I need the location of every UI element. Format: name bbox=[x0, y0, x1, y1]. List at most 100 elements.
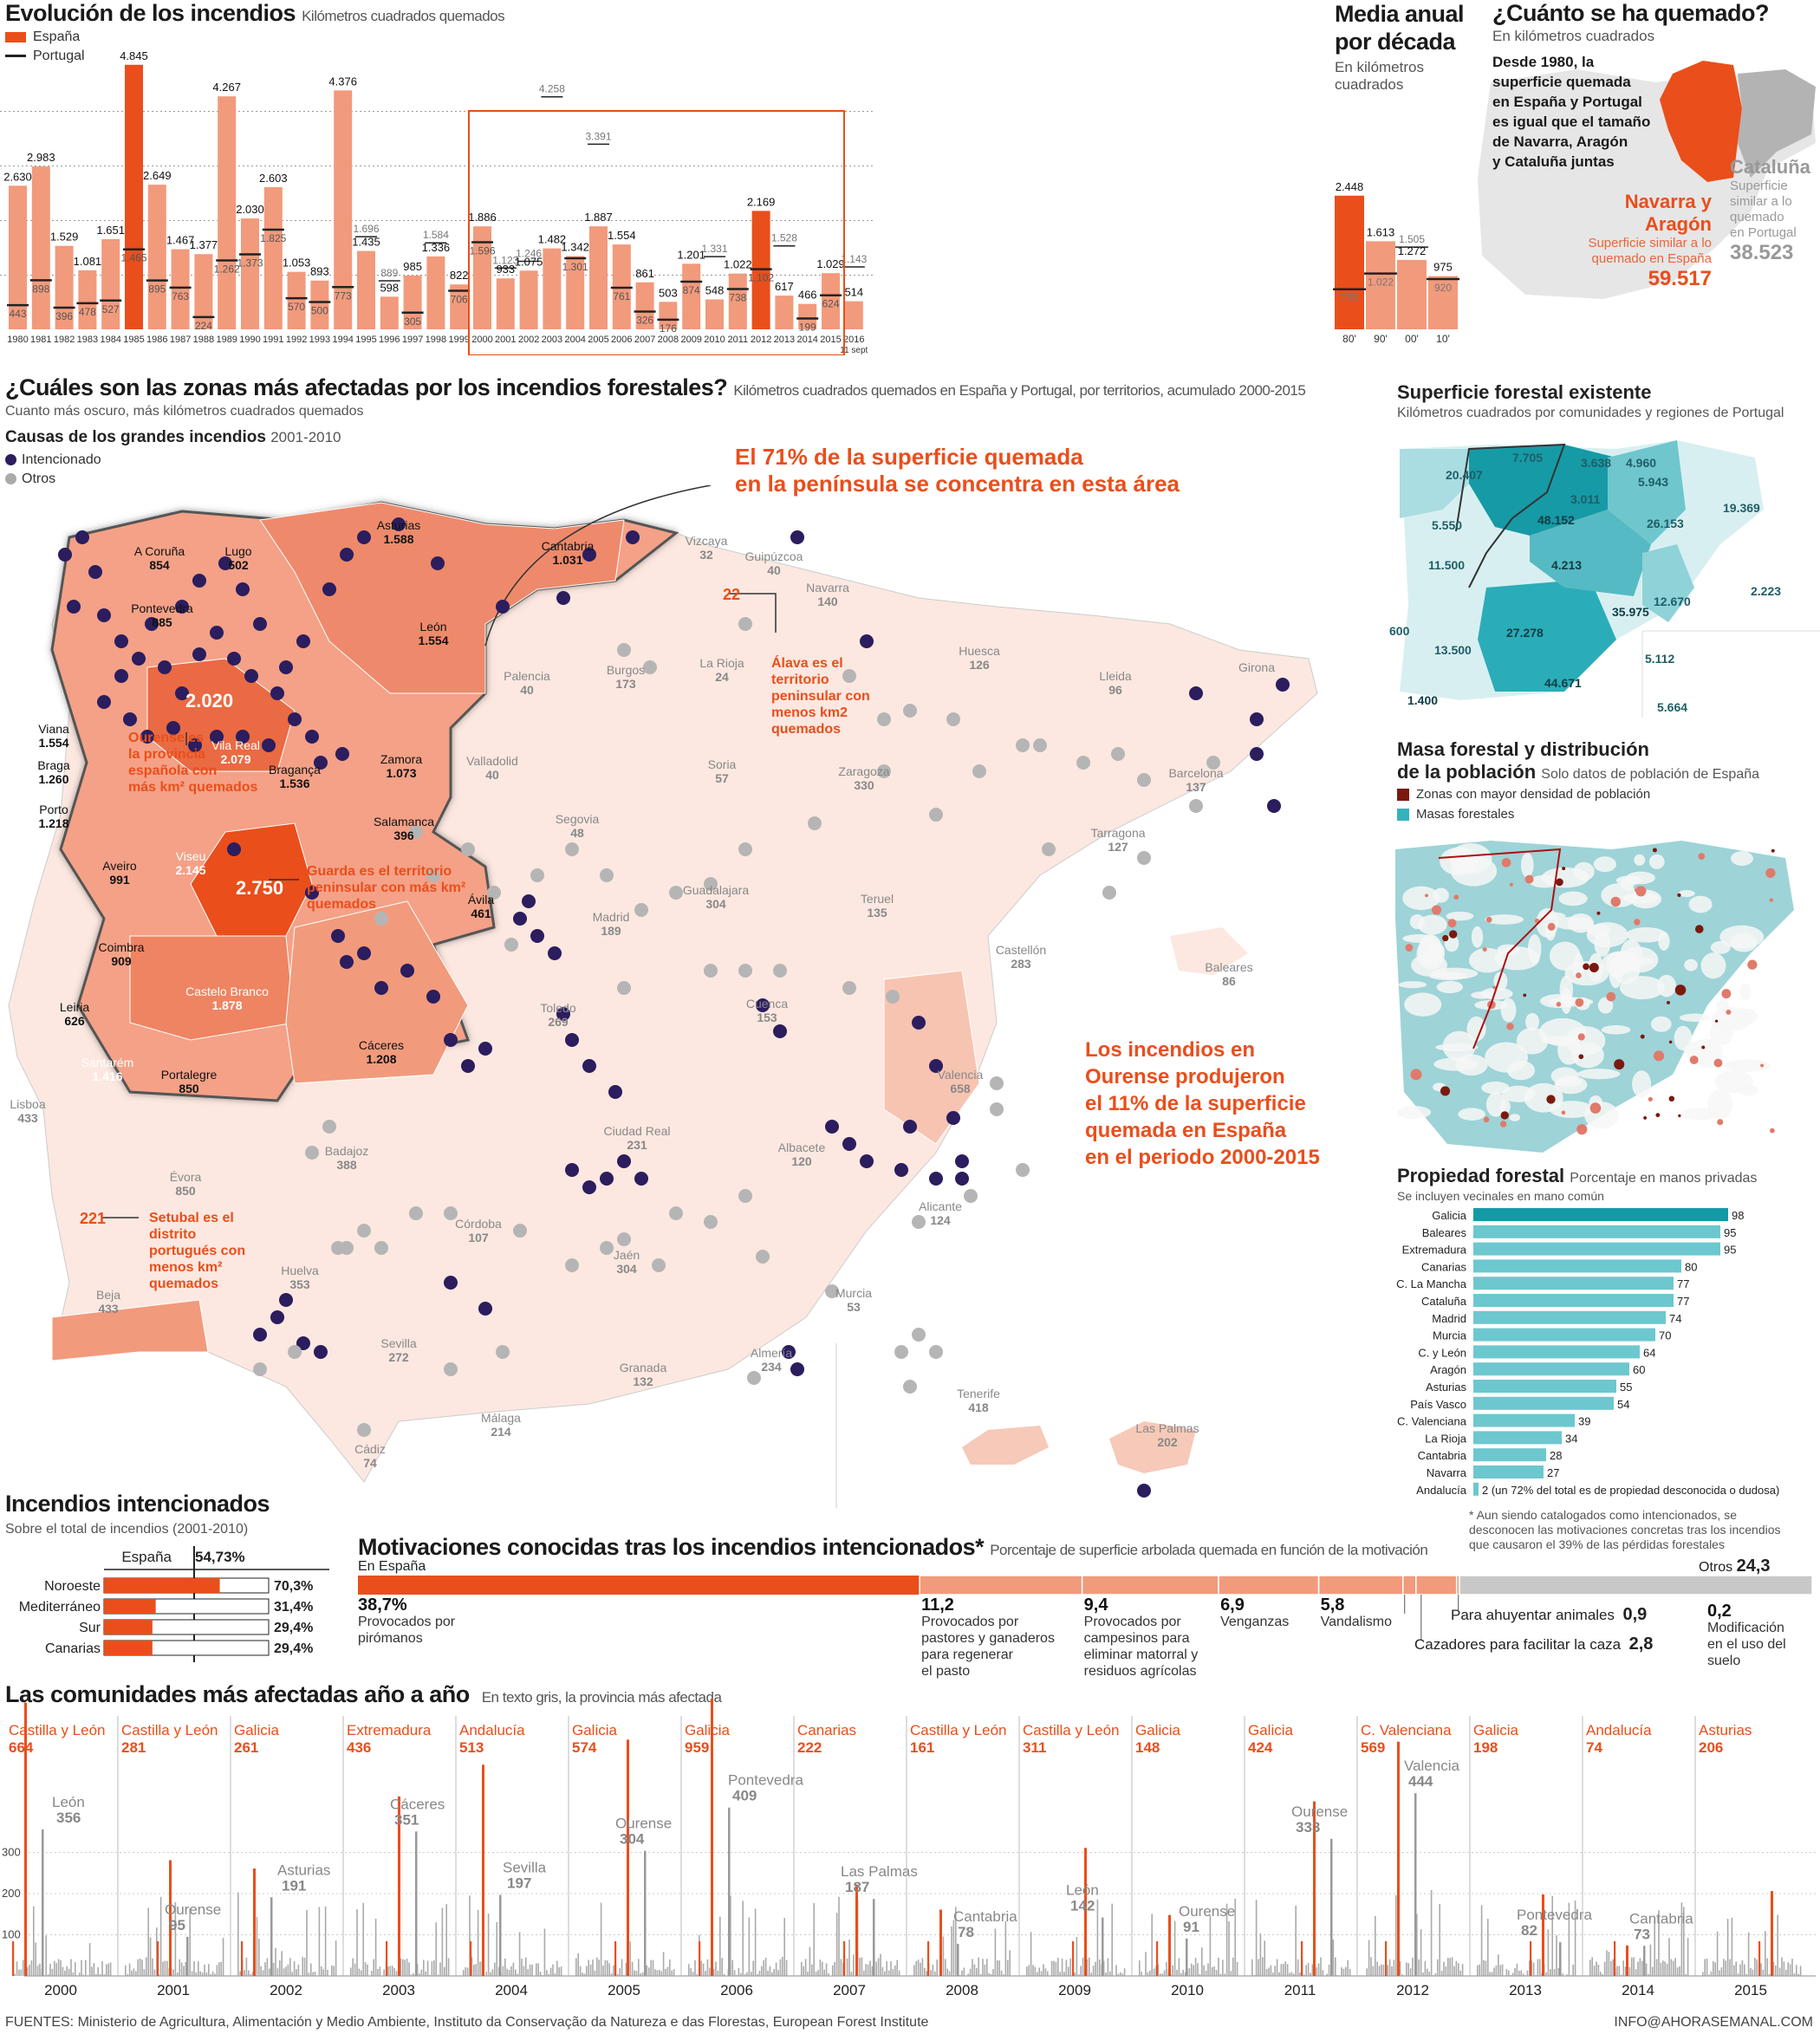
com-minor-bar bbox=[361, 1970, 362, 1976]
province-label: Guipúzcoa 40 bbox=[744, 549, 803, 577]
com-prov-value: 91 bbox=[1183, 1919, 1199, 1935]
mot-label: 6,9 Venganzas bbox=[1220, 1595, 1290, 1629]
evo-bar-espana bbox=[334, 90, 353, 329]
com-minor-bar bbox=[1182, 1970, 1184, 1976]
com-minor-bar bbox=[465, 1966, 466, 1976]
dot-intencionado bbox=[1137, 1484, 1151, 1498]
province-label: Lleida 96 bbox=[1099, 669, 1132, 697]
com-minor-bar bbox=[1550, 1969, 1551, 1976]
com-minor-bar bbox=[1370, 1957, 1372, 1976]
superficie-value: 5.943 bbox=[1638, 475, 1669, 489]
media-bar-espana bbox=[1428, 276, 1458, 329]
evo-bar-espana bbox=[798, 303, 817, 329]
propiedad-bar bbox=[1473, 1362, 1629, 1376]
dot-otros bbox=[1076, 756, 1090, 770]
dot-intencionado bbox=[97, 608, 111, 622]
com-minor-bar bbox=[1264, 1940, 1265, 1976]
propiedad-value: 39 bbox=[1578, 1415, 1590, 1428]
baleares-island bbox=[1170, 927, 1248, 975]
com-minor-bar bbox=[1654, 1919, 1655, 1976]
com-minor-bar bbox=[1434, 1972, 1437, 1976]
com-prov-bar bbox=[957, 1943, 959, 1976]
com-minor-bar bbox=[1652, 1966, 1654, 1976]
dot-otros bbox=[738, 617, 752, 631]
com-minor-bar bbox=[1756, 1959, 1758, 1976]
dot-otros bbox=[894, 1345, 908, 1359]
com-minor-bar bbox=[1230, 1971, 1232, 1976]
com-ytick: 100 bbox=[2, 1928, 21, 1941]
com-minor-bar bbox=[828, 1973, 829, 1976]
com-minor-bar bbox=[164, 1960, 166, 1976]
dot-intencionado bbox=[513, 912, 527, 926]
evo-label-espana: 1.651 bbox=[96, 224, 125, 237]
com-minor-bar bbox=[1706, 1958, 1708, 1976]
propiedad-bar bbox=[1473, 1413, 1575, 1427]
com-minor-bar bbox=[998, 1960, 1000, 1976]
masa-clearing bbox=[1433, 887, 1449, 903]
com-minor-bar bbox=[1065, 1959, 1068, 1976]
com-minor-bar bbox=[256, 1916, 258, 1976]
media-title: Media anual por década bbox=[1335, 1, 1465, 55]
dot-otros bbox=[305, 1146, 319, 1160]
com-top-name: Galicia bbox=[1248, 1722, 1294, 1738]
com-top-value: 664 bbox=[9, 1739, 34, 1756]
dot-intencionado bbox=[227, 842, 241, 856]
com-minor-bar bbox=[1000, 1970, 1003, 1976]
evo-label-espana: 514 bbox=[844, 286, 863, 299]
masa-clearing bbox=[1436, 980, 1464, 994]
evo-label-portugal: 1.301 bbox=[562, 261, 588, 273]
com-minor-bar bbox=[712, 1968, 715, 1976]
evo-bar-espana bbox=[310, 280, 329, 329]
com-minor-bar bbox=[588, 1959, 589, 1976]
masa-clearing bbox=[1674, 1025, 1693, 1051]
com-minor-bar bbox=[125, 1965, 127, 1976]
evo-bar-espana bbox=[426, 256, 445, 329]
footer-email[interactable]: INFO@AHORASEMANAL.COM bbox=[1614, 2015, 1813, 2030]
int-bar bbox=[104, 1578, 220, 1593]
evo-label-portugal: 898 bbox=[32, 283, 49, 295]
evo-year-label: 2002 bbox=[518, 335, 539, 345]
dot-otros bbox=[877, 712, 891, 726]
propiedad-bar bbox=[1473, 1208, 1728, 1221]
province-label: Valencia 658 bbox=[937, 1068, 984, 1095]
media-decade-label: 80' bbox=[1342, 333, 1356, 345]
dot-otros bbox=[1111, 747, 1125, 761]
superficie-value: 4.960 bbox=[1626, 456, 1657, 470]
superficie-value: 4.213 bbox=[1551, 558, 1583, 572]
com-minor-bar bbox=[1157, 1964, 1160, 1976]
evo-label-portugal: 1.528 bbox=[771, 232, 797, 244]
com-minor-bar bbox=[416, 1964, 419, 1976]
dot-otros bbox=[903, 1380, 917, 1394]
com-minor-bar bbox=[717, 1970, 719, 1976]
com-minor-bar bbox=[898, 1970, 900, 1976]
masa-population-spot bbox=[1576, 972, 1582, 978]
com-minor-bar bbox=[444, 1966, 445, 1976]
setubal-value: 221 bbox=[80, 1210, 107, 1227]
dot-intencionado bbox=[123, 712, 137, 726]
dot-intencionado bbox=[756, 998, 770, 1012]
com-minor-bar bbox=[742, 1901, 744, 1976]
evo-label-portugal: 1.596 bbox=[469, 244, 495, 257]
ourense-value: 2.020 bbox=[185, 690, 234, 712]
evo-label-espana: 861 bbox=[635, 267, 654, 280]
com-minor-bar bbox=[222, 1938, 224, 1976]
com-minor-bar bbox=[951, 1926, 952, 1976]
sup-castilla bbox=[1469, 445, 1616, 536]
com-top-name: Galicia bbox=[685, 1722, 731, 1738]
com-top-bar-minor bbox=[1530, 1941, 1532, 1976]
masa-population-spot bbox=[1678, 1114, 1681, 1118]
com-prov-bar bbox=[499, 1894, 502, 1976]
com-minor-bar bbox=[617, 1973, 619, 1976]
masa-clearing bbox=[1601, 883, 1638, 907]
com-minor-bar bbox=[1028, 1965, 1030, 1976]
sup-aragon bbox=[1608, 440, 1686, 544]
propiedad-value: 60 bbox=[1633, 1363, 1645, 1376]
zonas-subtitle: Cuanto más oscuro, más kilómetros cuadra… bbox=[5, 404, 364, 419]
com-minor-bar bbox=[719, 1916, 721, 1976]
com-prov-name: Ourense bbox=[1291, 1803, 1348, 1820]
com-minor-bar bbox=[1395, 1894, 1397, 1976]
com-top-bar-minor bbox=[1072, 1941, 1075, 1976]
com-prov-name: Ourense bbox=[165, 1901, 221, 1918]
com-minor-bar bbox=[825, 1963, 828, 1976]
com-minor-bar bbox=[1180, 1972, 1182, 1976]
